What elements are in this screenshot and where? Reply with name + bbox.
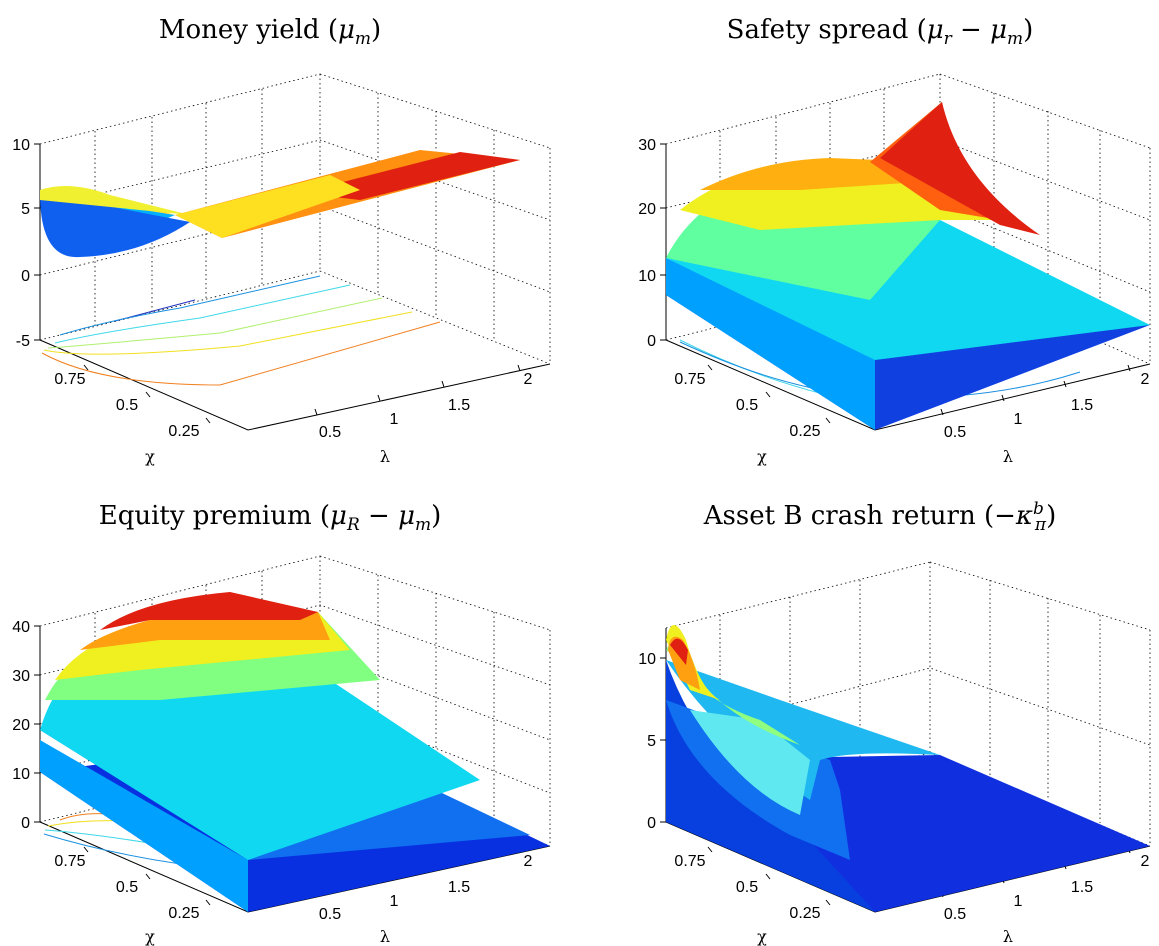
surface-mesh	[40, 150, 520, 258]
surface-patch	[40, 740, 248, 912]
x-tick: 0.25	[789, 905, 820, 922]
surface-patch	[670, 638, 688, 665]
z-tick: 10	[638, 651, 656, 668]
floor-contours	[41, 275, 441, 386]
x-tick: 0.75	[54, 371, 85, 388]
z-tick: 5	[647, 733, 656, 750]
x-tick-labels: 0.75 0.5 0.25	[54, 853, 199, 922]
y-tick-labels: 0.5 1 1.5 2	[319, 853, 533, 923]
y-tick-labels: 0.5 1 1.5 2	[944, 371, 1150, 441]
x-tick-labels: 0.75 0.5 0.25	[674, 853, 820, 922]
z-tick: 0	[647, 815, 656, 832]
surface-mesh	[666, 625, 1150, 912]
panel-safety-spread: Safety spread (μr − μm) 30 20 10	[638, 15, 1151, 466]
z-tick: 30	[638, 137, 656, 154]
y-tick: 2	[1141, 371, 1150, 388]
surface-patch	[40, 193, 190, 258]
panel-title: Safety spread (μr − μm)	[727, 15, 1034, 49]
y-tick: 1	[1014, 893, 1023, 910]
z-tick-labels: 30 20 10 0	[638, 137, 656, 350]
y-tick-labels: 0.5 1 1.5 2	[319, 371, 533, 441]
z-tick: 10	[12, 137, 30, 154]
z-tick-labels: 10 5 0 -5	[12, 137, 30, 350]
x-axis-label: χ	[145, 927, 155, 946]
y-tick: 1.5	[448, 397, 470, 414]
y-tick: 0.5	[319, 906, 341, 923]
surface-patch	[880, 102, 1040, 235]
y-tick: 1.5	[1071, 879, 1093, 896]
z-tick: 0	[21, 815, 30, 832]
x-tick: 0.5	[736, 879, 758, 896]
x-tick: 0.25	[789, 423, 820, 440]
x-tick: 0.75	[674, 853, 705, 870]
surface-patch	[175, 175, 360, 238]
y-tick: 1	[390, 893, 399, 910]
y-tick: 0.5	[944, 424, 966, 441]
surface-patch	[666, 258, 875, 430]
surface-patch	[666, 660, 940, 800]
panel-title: Asset B crash return (−κb π)	[703, 499, 1056, 535]
y-tick: 2	[524, 853, 533, 870]
x-tick-labels: 0.75 0.5 0.25	[54, 371, 199, 440]
surface-patch	[100, 592, 318, 630]
z-tick: 30	[12, 668, 30, 685]
y-axis-label: λ	[1003, 927, 1013, 946]
y-axis-label: λ	[380, 927, 390, 946]
x-tick: 0.5	[116, 879, 138, 896]
y-tick: 1.5	[1071, 397, 1093, 414]
z-tick-labels: 40 30 20 10 0	[12, 619, 30, 832]
y-axis-label: λ	[380, 447, 390, 466]
x-tick: 0.25	[168, 423, 199, 440]
y-tick: 2	[1141, 853, 1150, 870]
z-tick: 10	[12, 766, 30, 783]
x-axis-label: χ	[757, 927, 767, 946]
y-axis-label: λ	[1003, 447, 1013, 466]
panel-asset-b-crash-return: Asset B crash return (−κb π) 10 5 0 0	[638, 499, 1151, 946]
z-tick: 40	[12, 619, 30, 636]
z-tick: 0	[21, 268, 30, 285]
z-tick: 20	[638, 201, 656, 218]
panel-title: Money yield (μm)	[159, 15, 381, 49]
z-tick: -5	[16, 333, 30, 350]
panel-money-yield: Money yield (μm) 10	[12, 15, 551, 466]
panel-title: Equity premium (μR − μm)	[99, 501, 442, 535]
x-tick: 0.75	[54, 853, 85, 870]
axes-box	[660, 73, 1151, 431]
y-tick: 0.5	[319, 424, 341, 441]
x-axis-label: χ	[145, 447, 155, 466]
x-tick: 0.25	[168, 905, 199, 922]
z-tick: 0	[647, 333, 656, 350]
panel-equity-premium: Equity premium (μR − μm) 40	[12, 501, 551, 946]
x-axis-label: χ	[757, 447, 767, 466]
y-tick: 1	[1014, 411, 1023, 428]
z-tick: 10	[638, 268, 656, 285]
y-tick-labels: 0.5 1 1.5 2	[944, 853, 1150, 923]
x-tick: 0.75	[674, 371, 705, 388]
z-tick: 20	[12, 717, 30, 734]
y-tick: 0.5	[944, 906, 966, 923]
x-tick: 0.5	[116, 397, 138, 414]
surface-mesh	[40, 592, 550, 912]
z-tick-labels: 10 5 0	[638, 651, 656, 832]
surface-patch	[40, 186, 190, 215]
surface-patch	[666, 660, 875, 912]
x-tick-labels: 0.75 0.5 0.25	[674, 371, 820, 440]
surface-mesh	[666, 102, 1150, 430]
y-tick: 2	[524, 371, 533, 388]
x-tick: 0.5	[736, 397, 758, 414]
z-tick: 5	[21, 201, 30, 218]
y-tick: 1	[390, 411, 399, 428]
y-tick: 1.5	[448, 879, 470, 896]
